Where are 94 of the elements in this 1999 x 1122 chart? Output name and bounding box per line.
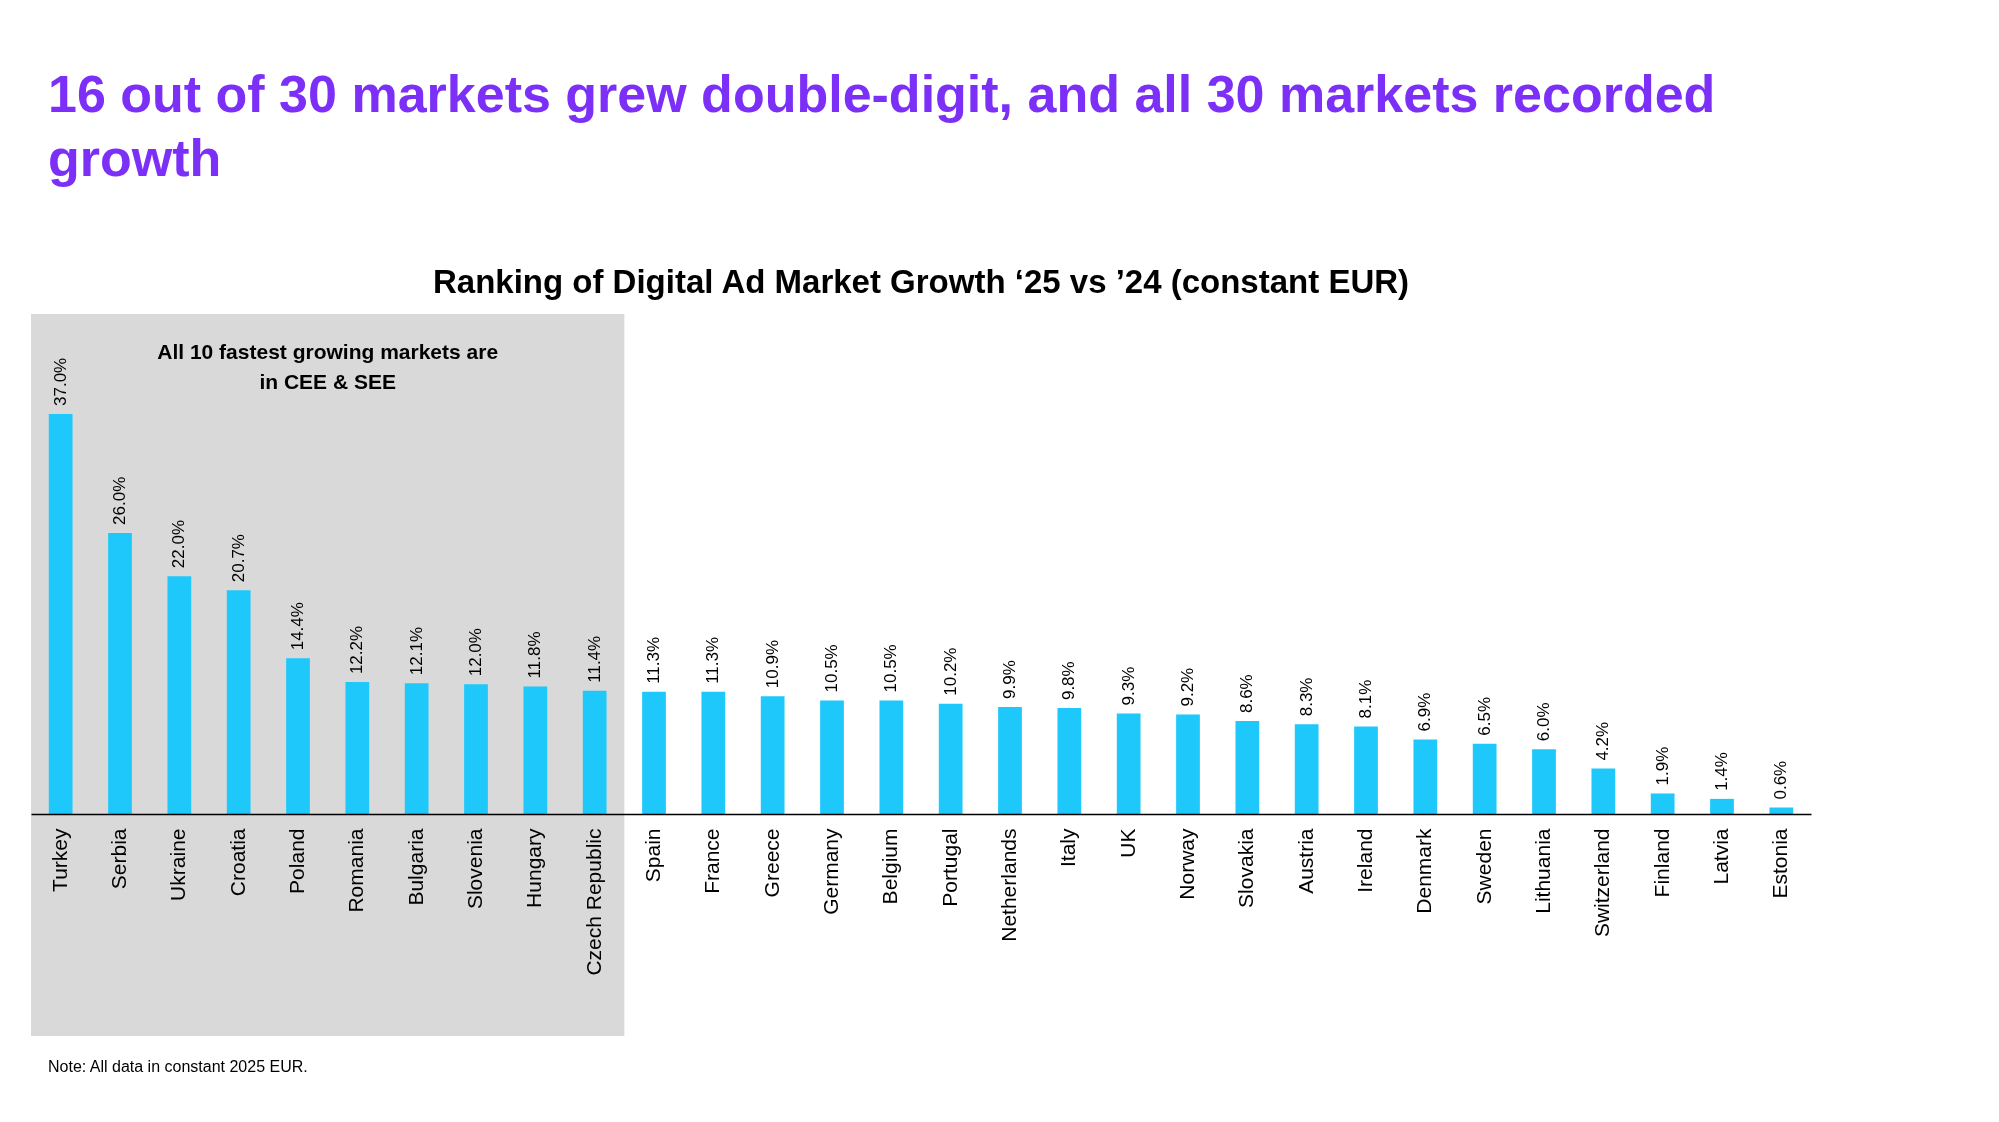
- x-tick-label: Hungary: [522, 828, 546, 908]
- data-label: 37.0%: [50, 357, 70, 406]
- x-tick-label: Turkey: [47, 828, 71, 892]
- bar: [1176, 714, 1200, 814]
- data-label: 11.3%: [703, 636, 723, 684]
- x-tick-label: Lithuania: [1531, 828, 1554, 914]
- data-label: 1.4%: [1712, 752, 1731, 791]
- x-tick-label: Austria: [1293, 828, 1317, 894]
- data-label: 9.8%: [1059, 661, 1079, 701]
- x-tick-label: Ukraine: [166, 828, 190, 901]
- chart-subtitle: Ranking of Digital Ad Market Growth ‘25 vs ’24 (constant EUR): [432, 263, 1410, 300]
- data-label: 6.0%: [1534, 702, 1553, 742]
- bar: [1769, 807, 1794, 814]
- bar: [879, 700, 904, 814]
- data-label: 6.5%: [1474, 696, 1494, 736]
- data-label: 9.3%: [1118, 666, 1138, 706]
- data-label: 20.7%: [228, 534, 248, 583]
- text: Note: All data in constant 2025 EUR.: [48, 1058, 308, 1076]
- bar: [1294, 724, 1319, 814]
- data-label: 26.0%: [110, 476, 129, 525]
- data-label: 8.1%: [1356, 679, 1375, 719]
- x-tick-label: Latvia: [1709, 828, 1732, 885]
- x-tick-label: Denmark: [1412, 828, 1436, 914]
- data-label: 10.9%: [762, 639, 782, 689]
- bar: [464, 684, 488, 814]
- bar: [1235, 721, 1260, 814]
- x-tick-label: Ireland: [1353, 828, 1376, 893]
- data-label: 11.3%: [644, 636, 663, 684]
- bar: [820, 700, 844, 814]
- x-tick-label: Portugal: [937, 828, 961, 907]
- data-label: 12.1%: [406, 626, 426, 676]
- data-label: 4.2%: [1593, 721, 1613, 761]
- x-tick-label: Bulgaria: [403, 828, 427, 906]
- x-tick-label: Norway: [1175, 828, 1198, 900]
- x-tick-label: Belgium: [878, 828, 902, 905]
- x-tick-label: Slovakia: [1234, 828, 1258, 908]
- bar: [523, 686, 548, 814]
- data-label: 12.0%: [466, 628, 485, 677]
- data-label: 6.9%: [1415, 692, 1435, 732]
- bar: [108, 532, 132, 814]
- bar: [167, 576, 192, 814]
- bar: [1413, 739, 1438, 814]
- x-tick-label: Estonia: [1768, 828, 1792, 899]
- bar: [760, 696, 785, 814]
- bar: [1354, 726, 1378, 814]
- data-label: 22.0%: [169, 519, 189, 569]
- data-label: 9.9%: [1000, 660, 1019, 699]
- x-tick-label: Italy: [1056, 828, 1080, 868]
- data-label: 10.5%: [822, 644, 841, 693]
- x-tick-label: France: [700, 828, 724, 894]
- x-tick-label: Czech Republic: [581, 828, 605, 976]
- bar: [404, 683, 429, 814]
- bar: [286, 658, 310, 814]
- data-label: 14.4%: [288, 602, 307, 651]
- band-label: All 10 fastest growing markets are in CEE & SEE: [157, 340, 499, 393]
- bar: [48, 414, 73, 814]
- x-tick-label: Spain: [641, 828, 664, 883]
- bar: [582, 690, 607, 814]
- bar: [1710, 798, 1734, 814]
- x-tick-label: Serbia: [107, 828, 130, 890]
- x-tick-label: Finland: [1649, 828, 1673, 898]
- data-label: 10.5%: [881, 644, 901, 693]
- bar: [642, 691, 666, 814]
- data-label: 8.6%: [1237, 674, 1257, 714]
- bar: [1472, 743, 1497, 814]
- data-label: 1.9%: [1652, 746, 1672, 786]
- x-tick-label: Netherlands: [997, 828, 1020, 942]
- bar: [998, 706, 1022, 814]
- bar: [1057, 708, 1082, 814]
- data-label: 10.2%: [940, 647, 960, 696]
- x-tick-label: Poland: [285, 828, 308, 894]
- bar: [226, 590, 251, 814]
- data-label: 0.6%: [1771, 760, 1791, 800]
- x-tick-label: Slovenia: [463, 828, 486, 910]
- chart-title: 16 out of 30 markets grew double-digit, and all 30 markets recorded growth: [48, 64, 1717, 189]
- data-label: 8.3%: [1296, 677, 1316, 717]
- bar: [345, 682, 370, 814]
- data-label: 12.2%: [347, 625, 367, 675]
- data-label: 11.4%: [584, 635, 604, 683]
- bar: [1116, 713, 1141, 814]
- bar: [701, 691, 726, 814]
- x-tick-label: UK: [1115, 828, 1139, 858]
- x-tick-label: Romania: [344, 828, 368, 913]
- bar: [1650, 793, 1675, 814]
- bar: [1591, 768, 1616, 814]
- x-tick-label: Germany: [819, 828, 842, 915]
- bar: [938, 703, 963, 814]
- x-tick-label: Greece: [759, 828, 783, 898]
- data-label: 11.8%: [525, 631, 545, 679]
- bar: [1532, 749, 1556, 814]
- data-label: 9.2%: [1178, 667, 1197, 707]
- x-tick-label: Sweden: [1471, 828, 1495, 905]
- x-tick-label: Croatia: [225, 828, 249, 897]
- x-tick-label: Switzerland: [1590, 828, 1614, 938]
